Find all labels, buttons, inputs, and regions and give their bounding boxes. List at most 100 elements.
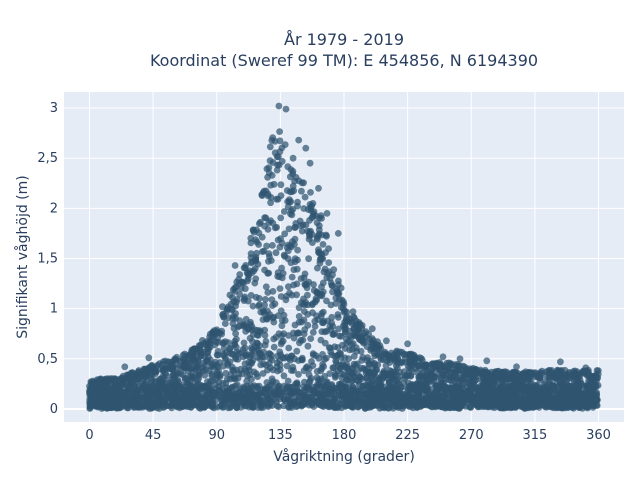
scatter-point <box>256 342 264 350</box>
scatter-point <box>289 167 297 175</box>
scatter-point <box>156 384 163 392</box>
scatter-point <box>152 390 160 397</box>
scatter-point <box>337 304 345 311</box>
scatter-point <box>114 403 122 411</box>
scatter-point <box>561 371 569 379</box>
scatter-point <box>258 192 266 200</box>
y-tick-label: 2 <box>50 201 58 216</box>
scatter-point <box>188 384 196 392</box>
scatter-point <box>496 404 504 412</box>
scatter-point <box>563 403 571 411</box>
scatter-point <box>262 296 269 303</box>
scatter-point <box>488 387 496 394</box>
scatter-point <box>414 389 422 397</box>
scatter-point <box>251 279 259 287</box>
scatter-point <box>391 368 399 376</box>
scatter-point <box>245 271 253 279</box>
scatter-point <box>305 371 313 378</box>
scatter-point <box>277 181 285 189</box>
scatter-point <box>352 361 360 369</box>
scatter-point <box>278 264 285 272</box>
scatter-point <box>408 362 416 369</box>
scatter-point <box>270 318 278 326</box>
scatter-point <box>284 163 292 171</box>
scatter-point <box>323 232 330 240</box>
scatter-point <box>249 404 257 411</box>
scatter-point <box>303 280 311 288</box>
scatter-point <box>561 386 569 394</box>
scatter-point <box>234 399 242 407</box>
scatter-point <box>338 396 346 404</box>
scatter-point <box>388 393 396 401</box>
scatter-point <box>310 281 317 288</box>
scatter-point <box>588 384 596 392</box>
scatter-point <box>404 386 412 394</box>
scatter-point <box>477 392 485 399</box>
scatter-point <box>166 379 174 387</box>
scatter-point <box>288 291 296 299</box>
x-tick-label: 225 <box>395 428 420 443</box>
scatter-point <box>168 372 176 379</box>
scatter-point <box>226 389 233 396</box>
scatter-point <box>302 144 310 152</box>
scatter-point <box>347 402 354 410</box>
scatter-point <box>262 187 270 195</box>
scatter-point <box>345 355 353 362</box>
scatter-point <box>276 137 284 145</box>
scatter-point <box>456 355 464 363</box>
scatter-point <box>273 195 280 203</box>
scatter-point <box>237 285 245 292</box>
scatter-point <box>248 322 256 330</box>
scatter-point <box>335 277 342 285</box>
scatter-point <box>282 105 290 113</box>
scatter-point <box>254 388 261 396</box>
scatter-point <box>246 334 254 342</box>
scatter-point <box>354 329 362 337</box>
scatter-point <box>553 390 561 398</box>
scatter-point <box>392 358 400 366</box>
scatter-point <box>227 300 235 308</box>
scatter-point <box>246 371 254 379</box>
scatter-point <box>300 205 308 212</box>
scatter-point <box>398 399 406 406</box>
scatter-point <box>310 287 318 294</box>
scatter-point <box>255 295 263 302</box>
scatter-point <box>276 128 283 136</box>
scatter-point <box>298 187 305 195</box>
scatter-point <box>181 350 189 358</box>
scatter-point <box>282 296 290 304</box>
scatter-point <box>503 368 511 376</box>
scatter-point <box>145 391 153 399</box>
scatter-point <box>435 391 443 399</box>
scatter-point <box>131 383 139 391</box>
scatter-point <box>517 382 524 390</box>
scatter-point <box>290 266 298 274</box>
x-tick-label: 180 <box>332 428 357 443</box>
scatter-point <box>548 392 555 399</box>
scatter-point <box>125 401 133 409</box>
scatter-point <box>506 375 513 383</box>
scatter-point <box>276 362 284 369</box>
scatter-point <box>535 401 543 409</box>
scatter-point <box>286 173 294 181</box>
scatter-point <box>196 346 203 354</box>
scatter-point <box>227 396 235 404</box>
scatter-point <box>591 394 598 401</box>
scatter-point <box>497 393 505 401</box>
scatter-point <box>261 326 269 334</box>
scatter-point <box>251 398 259 405</box>
y-tick-label: 3 <box>50 101 58 116</box>
scatter-point <box>427 372 434 379</box>
scatter-point <box>322 384 330 391</box>
scatter-point <box>423 361 431 369</box>
scatter-point <box>340 298 347 306</box>
scatter-point <box>228 306 236 313</box>
scatter-point <box>296 217 304 225</box>
scatter-point <box>281 230 289 238</box>
scatter-point <box>153 400 161 407</box>
scatter-point <box>542 403 550 411</box>
scatter-point <box>270 343 278 351</box>
x-tick-label: 45 <box>145 428 162 443</box>
scatter-point <box>526 387 533 394</box>
scatter-point <box>559 398 567 405</box>
